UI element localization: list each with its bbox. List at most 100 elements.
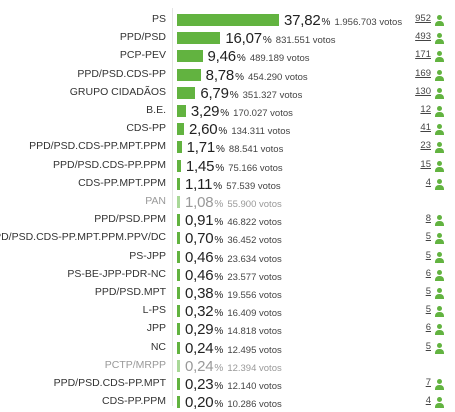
percent-sign: % xyxy=(229,89,239,101)
percent-label: 8,78 xyxy=(205,66,235,84)
result-row: PPD/PSD.CDS-PP.PPM 1,45% 75.166 votos 15 xyxy=(0,157,455,176)
seats-link[interactable]: 41 xyxy=(420,122,431,134)
person-icon-body xyxy=(435,257,444,263)
seats-link[interactable]: 6 xyxy=(425,267,431,279)
result-value: 9,46% 489.189 votos xyxy=(208,48,310,66)
result-row: PCP-PEV 9,46% 489.189 votos 171 xyxy=(0,47,455,66)
seats-link[interactable]: 23 xyxy=(420,140,431,152)
votes-count: 351.327 xyxy=(242,89,277,101)
person-icon-body xyxy=(435,130,444,136)
result-row: CDS-PP.MPT.PPM 1,11% 57.539 votos 4 xyxy=(0,175,455,194)
result-row: PPD/PSD.PPM 0,91% 46.822 votos 8 xyxy=(0,211,455,230)
seats-link[interactable]: 5 xyxy=(425,304,431,316)
result-value: 0,32% 16.409 votos xyxy=(185,303,282,321)
votes-label: 23.634 votos xyxy=(227,254,281,265)
person-icon-body xyxy=(435,239,444,245)
percent-sign: % xyxy=(213,180,223,192)
result-value: 0,29% 14.818 votos xyxy=(185,321,282,339)
person-icon-body xyxy=(435,312,444,318)
person-icon xyxy=(435,379,444,390)
person-icon-body xyxy=(435,330,444,336)
seats-link[interactable]: 952 xyxy=(415,13,431,24)
result-value: 0,24% 12.394 votos xyxy=(185,358,282,376)
seats-link[interactable]: 5 xyxy=(425,249,431,261)
percent-label: 16,07 xyxy=(225,30,262,48)
person-icon xyxy=(435,342,444,354)
result-row: L-PS 0,32% 16.409 votos 5 xyxy=(0,302,455,321)
votes-count: 88.541 xyxy=(228,144,258,156)
person-icon xyxy=(435,233,444,245)
votes-suffix: votos xyxy=(259,217,282,229)
person-icon-head xyxy=(437,397,442,403)
seats-link[interactable]: 4 xyxy=(425,395,431,407)
percent-label: 0,24 xyxy=(185,339,214,357)
party-label: PPD/PSD.PPM xyxy=(94,213,166,226)
percent-sign: % xyxy=(220,108,230,119)
seats-link[interactable]: 7 xyxy=(425,377,431,388)
person-icon-body xyxy=(435,385,444,390)
votes-label: 351.327 votos xyxy=(243,90,303,101)
seats-link[interactable]: 5 xyxy=(425,340,431,352)
person-icon xyxy=(435,306,444,318)
party-label: GRUPO CIDADÃOS xyxy=(69,85,166,98)
percent-sign: % xyxy=(214,253,224,265)
votes-count: 19.556 xyxy=(227,290,257,301)
percent-label: 0,91 xyxy=(185,212,214,230)
seats-link[interactable]: 5 xyxy=(425,231,431,243)
seats-link[interactable]: 15 xyxy=(420,158,431,170)
seats-link[interactable]: 171 xyxy=(415,49,431,61)
result-row: JPP 0,29% 14.818 votos 6 xyxy=(0,320,455,339)
votes-suffix: votos xyxy=(279,89,303,101)
party-label: PAN xyxy=(145,195,166,207)
votes-suffix: votos xyxy=(259,326,282,338)
seats-link[interactable]: 130 xyxy=(415,85,431,97)
percent-sign: % xyxy=(216,144,225,156)
seats-link[interactable]: 4 xyxy=(425,176,431,188)
seats-link[interactable]: 5 xyxy=(425,286,431,297)
person-icon xyxy=(435,324,444,336)
seats-link[interactable]: 6 xyxy=(425,322,431,334)
votes-suffix: votos xyxy=(312,35,336,47)
percent-sign: % xyxy=(218,126,228,138)
percent-label: 6,79 xyxy=(200,84,229,102)
percent-label: 0,24 xyxy=(185,357,214,375)
person-icon-head xyxy=(437,288,442,293)
result-bar xyxy=(177,268,180,281)
person-icon-head xyxy=(437,233,442,239)
seats-link[interactable]: 169 xyxy=(415,67,431,79)
votes-label: 19.556 votos xyxy=(227,290,281,301)
percent-label: 0,29 xyxy=(185,321,214,339)
person-icon-body xyxy=(435,93,444,99)
seats-link[interactable]: 493 xyxy=(415,31,431,43)
result-value: 0,24% 12.495 votos xyxy=(185,340,282,358)
person-icon xyxy=(435,288,444,299)
result-bar xyxy=(177,177,180,190)
votes-count: 46.822 xyxy=(227,217,257,229)
votes-count: 12.140 xyxy=(227,381,257,392)
result-row: B.E. 3,29% 170.027 votos 12 xyxy=(0,102,455,121)
party-label: PPD/PSD.MPT xyxy=(94,286,166,298)
percent-label: 1,11 xyxy=(185,175,213,193)
seats-link[interactable]: 12 xyxy=(420,104,431,115)
votes-label: 36.452 votos xyxy=(227,235,281,246)
result-bar xyxy=(177,86,196,99)
votes-suffix: votos xyxy=(259,199,282,210)
votes-count: 55.900 xyxy=(227,199,257,210)
votes-label: 23.577 votos xyxy=(227,272,281,283)
result-value: 8,78% 454.290 votos xyxy=(206,67,308,85)
party-label: L-PS xyxy=(142,304,166,317)
person-icon-head xyxy=(437,69,442,75)
votes-count: 10.286 xyxy=(227,399,257,411)
result-value: 37,82% 1.956.703 votos xyxy=(284,12,402,30)
person-icon-head xyxy=(437,142,442,148)
seats-link[interactable]: 8 xyxy=(425,213,431,225)
party-label: PPD/PSD.CDS-PP.PPM xyxy=(52,158,166,171)
percent-sign: % xyxy=(236,53,246,65)
person-icon xyxy=(435,251,444,263)
person-icon xyxy=(435,160,444,172)
votes-count: 36.452 xyxy=(227,235,257,247)
percent-sign: % xyxy=(214,199,224,210)
votes-count: 23.634 xyxy=(227,253,257,265)
person-icon-body xyxy=(435,39,444,45)
result-row: GRUPO CIDADÃOS 6,79% 351.327 votos 130 xyxy=(0,84,455,103)
